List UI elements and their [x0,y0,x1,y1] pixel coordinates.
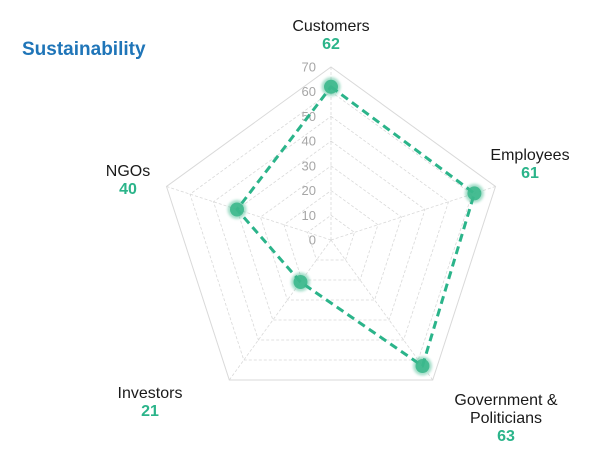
series-area [227,77,484,376]
tick-label: 0 [309,233,316,248]
category-name: NGOs [106,163,150,180]
series-line [235,85,476,368]
data-point [293,275,308,289]
grid-spoke [166,186,332,241]
grid-ring [283,190,379,281]
grid-spoke [330,186,496,241]
data-point [415,359,430,373]
grid-ring [236,140,426,321]
data-point [230,202,244,217]
category-value: 63 [497,428,515,445]
category-value: 21 [141,403,159,420]
tick-label: 60 [302,84,316,99]
category-value: 40 [119,181,137,198]
category-value: 61 [521,165,539,182]
data-point [324,79,338,94]
chart-title: Sustainability [22,39,146,60]
grid-ring [213,115,449,341]
grid-ring [189,91,473,361]
grid-ring [307,214,355,261]
category-value: 62 [322,36,340,53]
radar-grid [165,66,497,381]
grid-ring [260,165,402,301]
tick-label: 40 [302,134,316,149]
grid-spoke [228,239,332,381]
grid-ring [165,66,497,381]
category-name: Customers [292,18,369,35]
data-point [467,186,482,201]
category-name: Government & [454,392,557,409]
tick-label: 70 [302,60,316,75]
tick-label: 30 [302,158,316,173]
tick-label: 10 [302,208,316,223]
category-name: Investors [118,385,183,402]
category-name: Politicians [470,410,542,427]
tick-label: 20 [302,183,316,198]
grid-spoke [330,239,434,381]
category-name: Employees [490,147,569,164]
